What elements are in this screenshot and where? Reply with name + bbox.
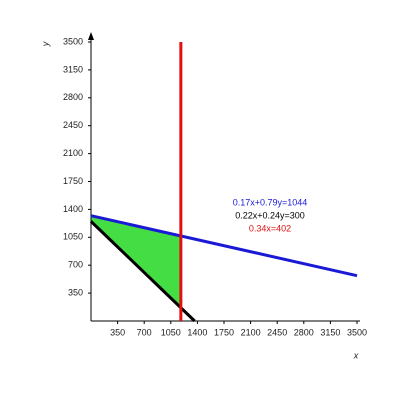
legend-label: 0.17x+0.79y=1044 — [233, 197, 308, 207]
x-tick-label: 2450 — [267, 327, 287, 337]
legend-label: 0.22x+0.24y=300 — [235, 210, 305, 220]
x-tick-label: 2800 — [294, 327, 314, 337]
constraint-line — [90, 214, 358, 278]
x-tick-label: 2100 — [241, 327, 261, 337]
x-tick-label: 700 — [137, 327, 152, 337]
y-tick-label: 700 — [68, 260, 83, 270]
x-tick-label: 350 — [110, 327, 125, 337]
x-tick-label: 3150 — [320, 327, 340, 337]
y-tick-label: 2100 — [63, 148, 83, 158]
x-tick-label: 1750 — [214, 327, 234, 337]
legend-label: 0.34x=402 — [249, 223, 291, 233]
y-tick-label: 1400 — [63, 204, 83, 214]
y-tick-label: 350 — [68, 287, 83, 297]
y-tick-label: 1750 — [63, 176, 83, 186]
y-tick-label: 2800 — [63, 92, 83, 102]
constraint-line — [89, 220, 196, 323]
x-axis-label: x — [353, 350, 359, 360]
x-tick-label: 3500 — [347, 327, 367, 337]
y-tick-label: 2450 — [63, 120, 83, 130]
y-axis-label: y — [40, 41, 50, 47]
y-tick-label: 3500 — [63, 36, 83, 46]
y-axis-arrow — [88, 32, 94, 40]
x-tick-label: 1400 — [187, 327, 207, 337]
y-tick-label: 1050 — [63, 232, 83, 242]
y-tick-label: 3150 — [63, 64, 83, 74]
x-tick-label: 1050 — [161, 327, 181, 337]
